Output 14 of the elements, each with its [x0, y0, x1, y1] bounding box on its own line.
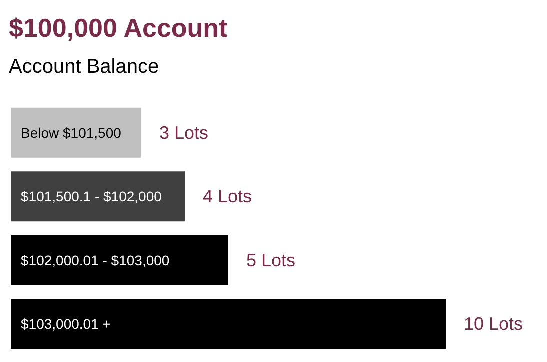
data-label: 5 Lots: [246, 250, 296, 270]
y-tick-label: Below $101,500: [21, 124, 122, 141]
bar: [11, 235, 228, 286]
bar: [11, 172, 185, 222]
data-label: 4 Lots: [203, 186, 252, 207]
chart-title: $100,000 Account: [9, 13, 228, 43]
y-tick-label: $103,000.01 +: [21, 316, 111, 332]
bar: [11, 108, 142, 158]
data-label: 10 Lots: [464, 314, 524, 334]
chart-subtitle: Account Balance: [9, 56, 160, 78]
data-label: 3 Lots: [160, 122, 209, 143]
y-tick-label: $102,000.01 - $103,000: [21, 252, 170, 268]
y-tick-label: $101,500.1 - $102,000: [21, 188, 162, 205]
bar: [11, 299, 446, 350]
